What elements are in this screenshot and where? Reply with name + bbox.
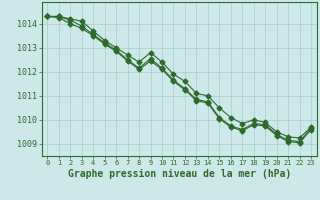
X-axis label: Graphe pression niveau de la mer (hPa): Graphe pression niveau de la mer (hPa) (68, 169, 291, 179)
